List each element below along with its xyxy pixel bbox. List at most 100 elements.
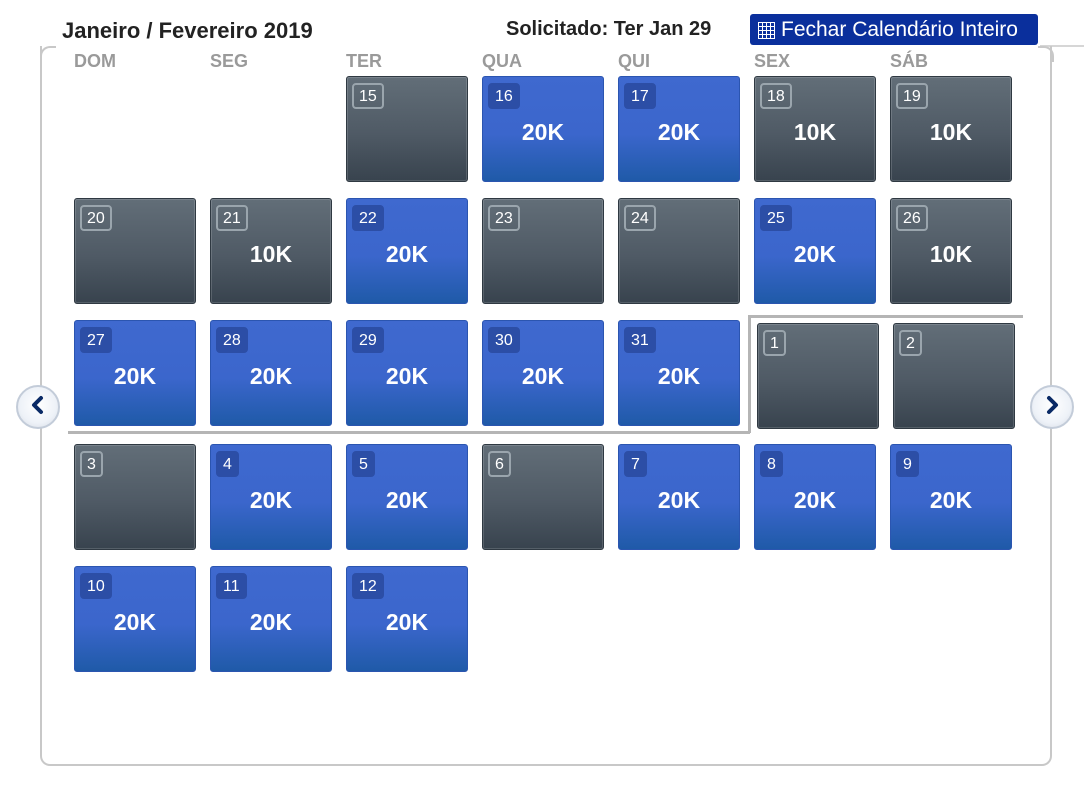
day-number: 15 <box>352 83 384 109</box>
miles-price: 20K <box>385 241 429 267</box>
requested-date: Solicitado: Ter Jan 29 <box>506 18 712 40</box>
day-cell[interactable]: 27 20K <box>74 320 196 426</box>
day-number: 17 <box>624 83 656 109</box>
grid-icon <box>758 21 775 39</box>
day-cell[interactable]: 16 20K <box>482 76 604 182</box>
miles-price: 20K <box>793 487 837 513</box>
month-divider <box>748 315 1023 318</box>
day-number: 25 <box>760 205 792 231</box>
chevron-right-icon <box>1042 395 1062 420</box>
day-number: 7 <box>624 451 647 477</box>
day-cell[interactable]: 4 20K <box>210 444 332 550</box>
day-cell[interactable]: 26 10K <box>890 198 1012 304</box>
day-cell[interactable]: 5 20K <box>346 444 468 550</box>
calendar-title: Janeiro / Fevereiro 2019 <box>62 18 313 43</box>
day-number: 16 <box>488 83 520 109</box>
miles-price: 20K <box>385 363 429 389</box>
miles-price: 20K <box>113 609 157 635</box>
miles-price: 10K <box>249 241 293 267</box>
frame-corner <box>1038 46 1054 62</box>
day-number: 31 <box>624 327 656 353</box>
day-cell[interactable]: 9 20K <box>890 444 1012 550</box>
miles-price: 20K <box>793 241 837 267</box>
day-cell[interactable]: 25 20K <box>754 198 876 304</box>
day-number: 5 <box>352 451 375 477</box>
header-divider <box>1040 45 1084 47</box>
close-full-calendar-label: Fechar Calendário Inteiro <box>781 17 1018 41</box>
day-number: 2 <box>899 330 922 356</box>
miles-price: 20K <box>249 609 293 635</box>
day-number: 6 <box>488 451 511 477</box>
day-number: 9 <box>896 451 919 477</box>
day-cell[interactable]: 3 <box>74 444 196 550</box>
close-full-calendar-button[interactable]: Fechar Calendário Inteiro <box>750 14 1038 45</box>
miles-price: 20K <box>521 119 565 145</box>
day-number: 27 <box>80 327 112 353</box>
day-cell[interactable]: 31 20K <box>618 320 740 426</box>
previous-month-button[interactable] <box>16 385 60 429</box>
day-number: 19 <box>896 83 928 109</box>
next-month-button[interactable] <box>1030 385 1074 429</box>
chevron-left-icon <box>28 395 48 420</box>
weekday-label: TER <box>346 51 382 71</box>
miles-price: 10K <box>929 119 973 145</box>
day-cell[interactable]: 21 10K <box>210 198 332 304</box>
month-divider <box>68 431 750 434</box>
day-number: 29 <box>352 327 384 353</box>
day-number: 4 <box>216 451 239 477</box>
day-cell[interactable]: 17 20K <box>618 76 740 182</box>
miles-price: 20K <box>249 363 293 389</box>
month-divider <box>748 315 751 433</box>
day-cell[interactable]: 22 20K <box>346 198 468 304</box>
day-cell[interactable]: 11 20K <box>210 566 332 672</box>
day-cell[interactable]: 8 20K <box>754 444 876 550</box>
miles-price: 20K <box>385 609 429 635</box>
day-cell[interactable]: 15 <box>346 76 468 182</box>
frame-corner <box>40 46 56 62</box>
day-number: 10 <box>80 573 112 599</box>
day-number: 12 <box>352 573 384 599</box>
day-number: 23 <box>488 205 520 231</box>
day-cell[interactable]: 1 <box>757 323 879 429</box>
miles-price: 20K <box>249 487 293 513</box>
weekday-label: SEG <box>210 51 249 71</box>
miles-price: 20K <box>113 363 157 389</box>
day-cell[interactable]: 18 10K <box>754 76 876 182</box>
weekday-label: QUA <box>482 51 522 71</box>
day-cell[interactable]: 30 20K <box>482 320 604 426</box>
day-cell[interactable]: 20 <box>74 198 196 304</box>
day-number: 21 <box>216 205 248 231</box>
day-number: 1 <box>763 330 786 356</box>
day-cell[interactable]: 23 <box>482 198 604 304</box>
day-number: 22 <box>352 205 384 231</box>
day-cell[interactable]: 2 <box>893 323 1015 429</box>
day-cell[interactable]: 24 <box>618 198 740 304</box>
day-number: 24 <box>624 205 656 231</box>
miles-price: 20K <box>521 363 565 389</box>
weekday-label: SEX <box>754 51 791 71</box>
miles-price: 10K <box>929 241 973 267</box>
weekday-label: SÁB <box>890 51 929 71</box>
miles-price: 20K <box>657 487 701 513</box>
day-cell[interactable]: 28 20K <box>210 320 332 426</box>
miles-price: 20K <box>929 487 973 513</box>
day-cell[interactable]: 10 20K <box>74 566 196 672</box>
day-cell[interactable]: 19 10K <box>890 76 1012 182</box>
day-number: 11 <box>216 573 247 599</box>
day-cell[interactable]: 7 20K <box>618 444 740 550</box>
weekday-label: DOM <box>74 51 116 71</box>
day-cell[interactable]: 6 <box>482 444 604 550</box>
day-number: 20 <box>80 205 112 231</box>
day-cell[interactable]: 29 20K <box>346 320 468 426</box>
day-number: 8 <box>760 451 783 477</box>
miles-price: 10K <box>793 119 837 145</box>
weekday-label: QUI <box>618 51 651 71</box>
miles-price: 20K <box>385 487 429 513</box>
day-cell[interactable]: 12 20K <box>346 566 468 672</box>
miles-price: 20K <box>657 119 701 145</box>
day-number: 3 <box>80 451 103 477</box>
day-number: 28 <box>216 327 248 353</box>
miles-price: 20K <box>657 363 701 389</box>
day-number: 30 <box>488 327 520 353</box>
day-number: 26 <box>896 205 928 231</box>
